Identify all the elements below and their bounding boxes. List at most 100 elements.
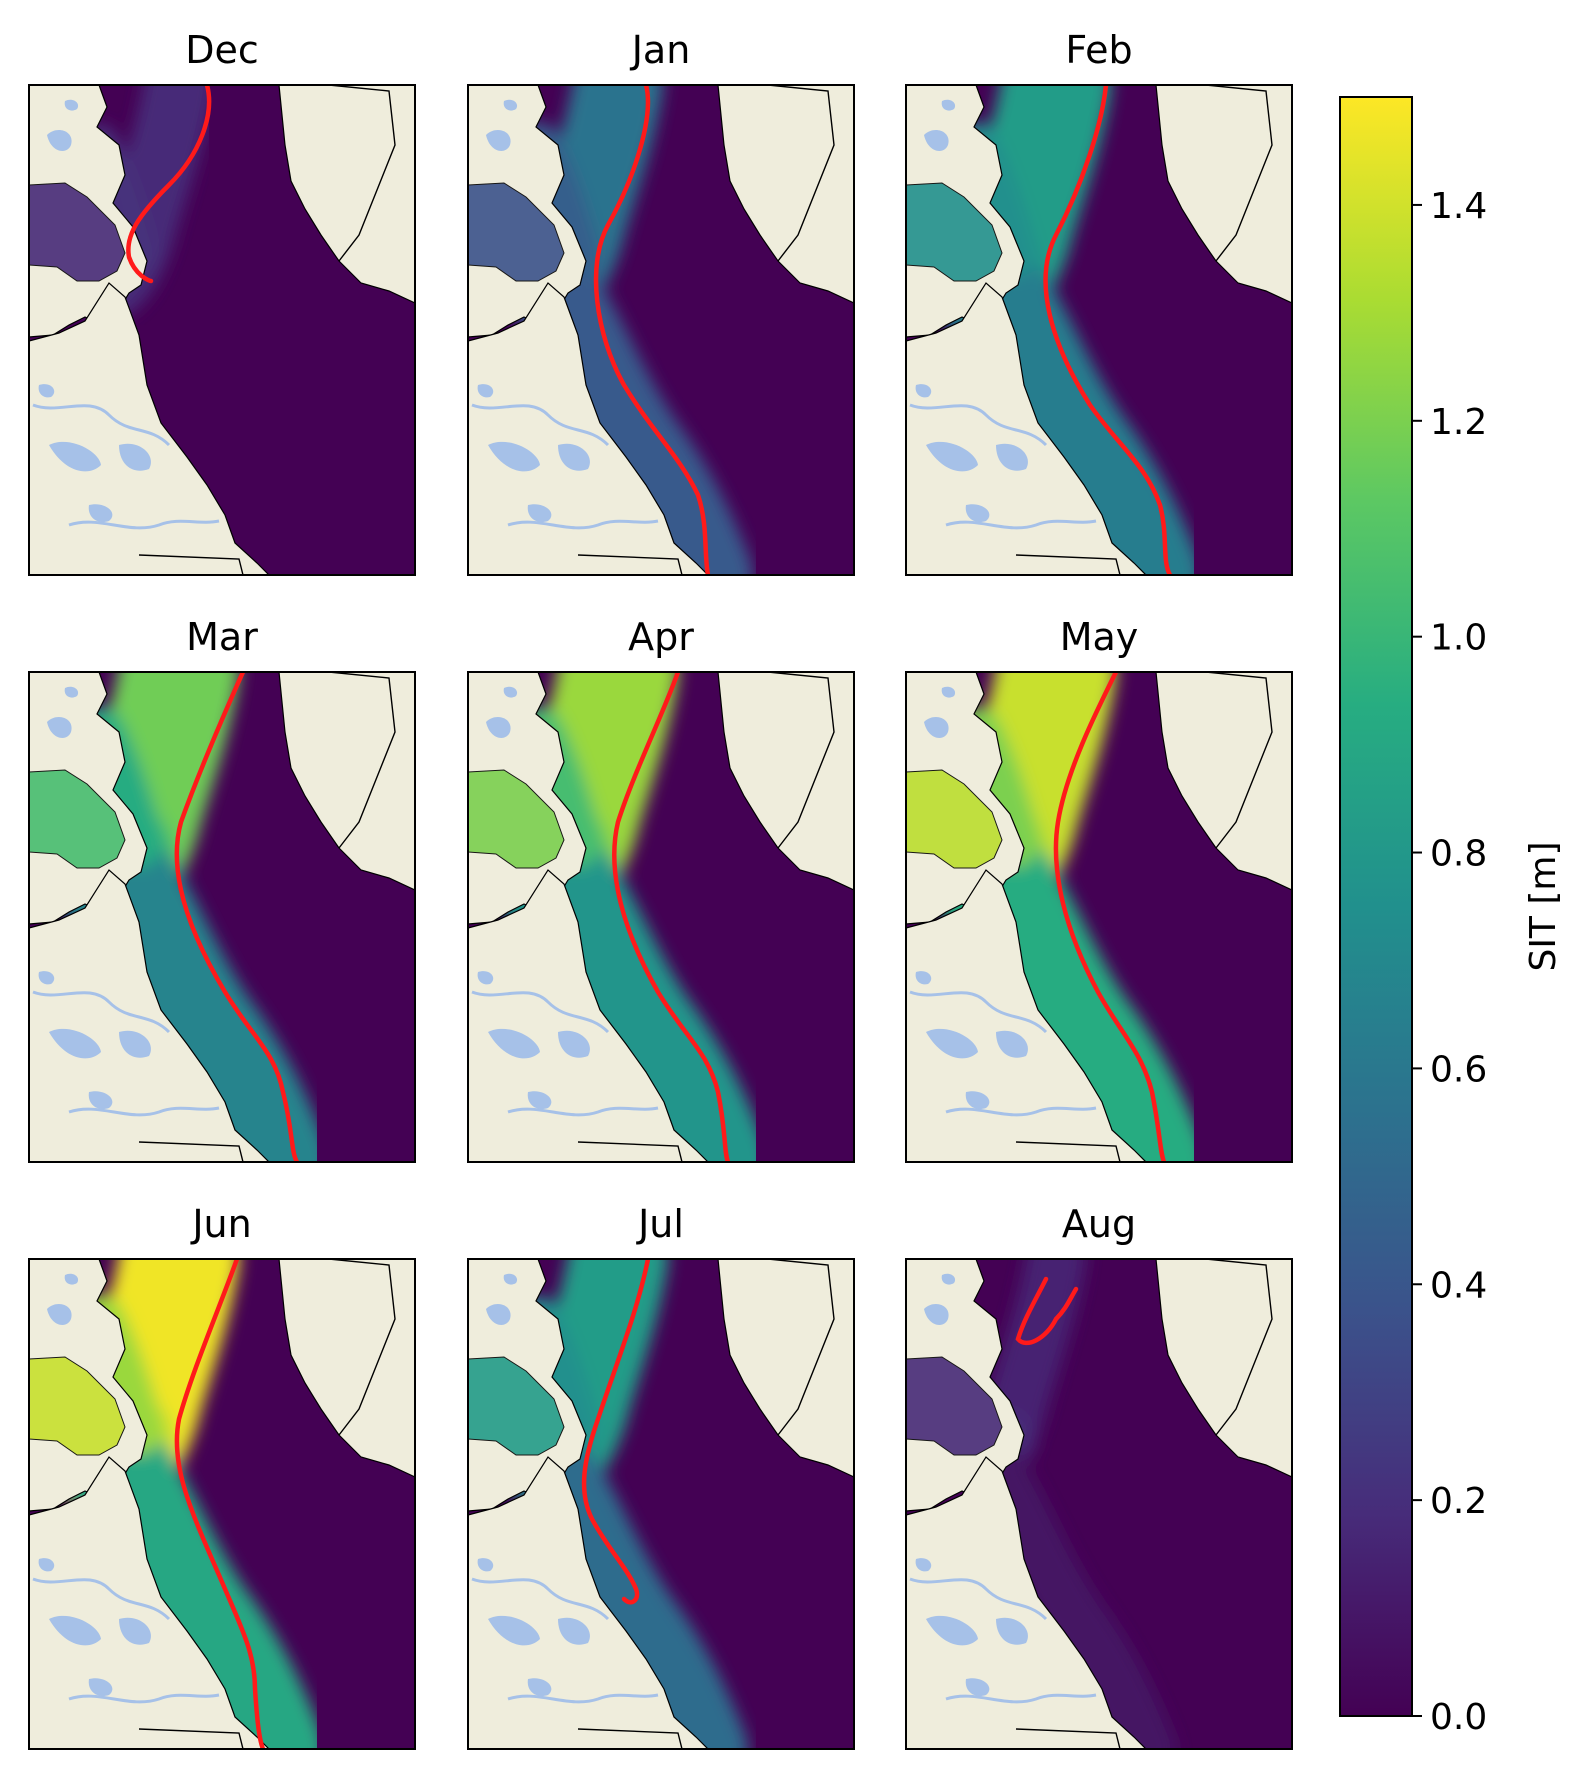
colorbar-tick-label: 0.6 <box>1430 1049 1487 1090</box>
panel-title: Dec <box>185 28 259 72</box>
lake <box>486 1304 511 1325</box>
lake <box>965 504 990 523</box>
panel-title: Jan <box>630 28 691 72</box>
lake <box>941 99 956 111</box>
border-line <box>1015 1728 1121 1749</box>
lake <box>503 686 518 698</box>
land-south <box>29 869 270 1162</box>
lake <box>38 1558 55 1572</box>
panel-frame <box>467 1258 855 1750</box>
lake <box>88 1678 113 1697</box>
lake <box>527 504 552 523</box>
lake <box>38 971 55 985</box>
border-line <box>1205 1259 1273 1436</box>
river <box>507 1693 659 1704</box>
map-panel-jan: Jan <box>467 28 855 576</box>
lake <box>527 1091 552 1110</box>
lake <box>47 717 72 738</box>
border-line <box>138 554 244 575</box>
ice-edge-contour <box>126 85 212 284</box>
panel-frame <box>905 84 1293 576</box>
river <box>471 403 610 447</box>
lake <box>119 1030 151 1058</box>
colorbar-tick-label: 0.0 <box>1430 1697 1487 1738</box>
map-panel-mar: Mar <box>28 615 416 1163</box>
border-line <box>328 672 396 849</box>
lake <box>486 130 511 151</box>
lake <box>926 1028 978 1059</box>
map-panel-aug: Aug <box>905 1202 1293 1750</box>
lake <box>49 1615 101 1646</box>
inner-strait-water <box>29 769 126 869</box>
ice-edge-contour <box>174 672 300 1162</box>
border-line <box>577 1141 683 1162</box>
land-south <box>906 282 1147 575</box>
ice-edge-contour <box>174 1259 266 1749</box>
lake <box>558 443 590 471</box>
lake <box>47 1304 72 1325</box>
ice-edge-contour <box>581 1259 651 1605</box>
land-south <box>906 869 1147 1162</box>
panel-frame <box>467 671 855 1163</box>
lake <box>488 1615 540 1646</box>
river <box>507 519 659 530</box>
border-line <box>138 1141 244 1162</box>
lake <box>926 1615 978 1646</box>
map-panel-may: May <box>905 615 1293 1163</box>
lake <box>924 717 949 738</box>
land-south <box>468 869 709 1162</box>
river <box>945 1106 1097 1117</box>
inner-strait-water <box>468 182 565 282</box>
land-south <box>468 1456 709 1749</box>
lake <box>941 1273 956 1285</box>
lake <box>996 1617 1028 1645</box>
lake <box>486 717 511 738</box>
inner-strait-water <box>29 182 126 282</box>
border-line <box>1205 85 1273 262</box>
lake <box>941 686 956 698</box>
river <box>68 1106 220 1117</box>
lake <box>64 99 79 111</box>
lake <box>64 686 79 698</box>
land-south <box>468 282 709 575</box>
lake <box>996 443 1028 471</box>
panel-frame <box>905 671 1293 1163</box>
lake <box>88 1091 113 1110</box>
border-line <box>1015 554 1121 575</box>
ice-edge-contour <box>1015 1276 1079 1346</box>
inner-strait-water <box>29 1356 126 1456</box>
map-panel-jun: Jun <box>28 1202 416 1750</box>
river <box>945 519 1097 530</box>
colorbar-tick-label: 0.2 <box>1430 1481 1487 1522</box>
ice-edge-contour <box>612 672 731 1162</box>
border-line <box>138 1728 244 1749</box>
river <box>68 1693 220 1704</box>
river <box>32 990 171 1034</box>
lake <box>119 443 151 471</box>
lake <box>996 1030 1028 1058</box>
river <box>945 1693 1097 1704</box>
lake <box>88 504 113 523</box>
colorbar-label: SIT [m] <box>1523 841 1564 971</box>
lake <box>558 1617 590 1645</box>
colorbar-tick-label: 0.8 <box>1430 834 1487 875</box>
colorbar-tick-label: 1.0 <box>1430 618 1487 659</box>
panel-frame <box>28 1258 416 1750</box>
border-line <box>577 554 683 575</box>
border-line <box>328 85 396 262</box>
ice-edge-contour <box>1043 85 1173 575</box>
lake <box>965 1678 990 1697</box>
lake <box>49 1028 101 1059</box>
border-line <box>328 1259 396 1436</box>
lake <box>527 1678 552 1697</box>
inner-strait-water <box>468 769 565 869</box>
lake <box>488 1028 540 1059</box>
map-panel-jul: Jul <box>467 1202 855 1750</box>
lake <box>49 441 101 472</box>
border-line <box>767 85 835 262</box>
river <box>909 403 1048 447</box>
map-panel-feb: Feb <box>905 28 1293 576</box>
panel-title: Apr <box>628 615 694 659</box>
river <box>471 990 610 1034</box>
panel-frame <box>28 84 416 576</box>
